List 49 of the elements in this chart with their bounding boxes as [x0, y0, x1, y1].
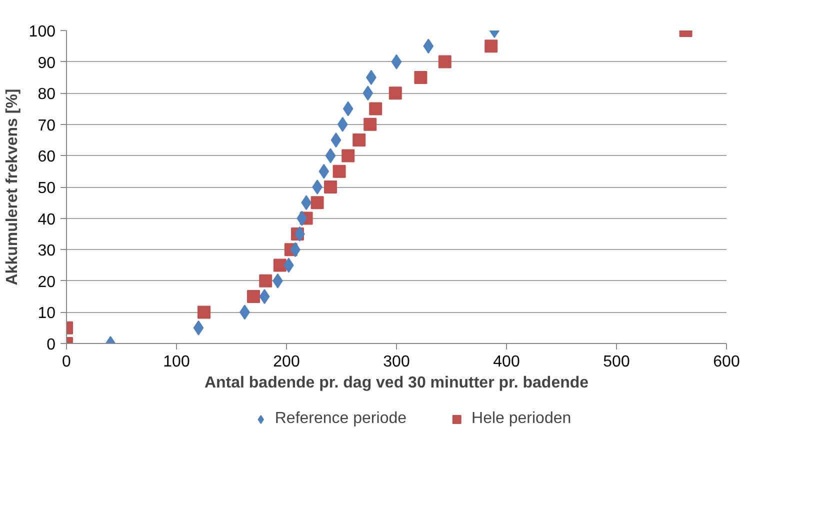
y-tick-label: 100 — [28, 24, 56, 40]
point — [337, 116, 348, 132]
point — [388, 86, 402, 100]
x-tick-label: 500 — [603, 354, 630, 370]
y-tick-label: 90 — [38, 54, 56, 72]
x-tick-label: 300 — [383, 354, 410, 370]
point — [438, 55, 452, 68]
point — [296, 210, 308, 226]
y-tick-label: 0 — [46, 336, 56, 354]
x-tick-label: 600 — [713, 354, 740, 370]
point — [423, 38, 434, 54]
point — [364, 118, 377, 131]
point — [193, 320, 204, 336]
y-tick-label: 80 — [38, 86, 56, 104]
point — [247, 290, 260, 304]
y-tick-label: 40 — [38, 211, 56, 228]
point — [198, 306, 210, 319]
y-tick-label: 50 — [38, 180, 56, 197]
y-tick-label: 60 — [38, 148, 56, 166]
x-tick-label: 400 — [493, 354, 520, 370]
point — [484, 40, 498, 53]
y-axis-title: Akkumuleret frekvens [%] — [4, 88, 21, 286]
y-tick-label: 10 — [38, 305, 56, 322]
point — [324, 180, 337, 194]
point — [273, 258, 286, 272]
y-tick-label: 30 — [38, 242, 56, 260]
point — [414, 70, 428, 84]
point — [332, 164, 346, 178]
x-tick-label: 0 — [62, 354, 72, 370]
y-tick-label: 70 — [38, 117, 56, 134]
point — [259, 289, 270, 304]
point — [318, 164, 330, 179]
point — [352, 134, 366, 147]
point — [391, 54, 402, 70]
x-tick-label: 200 — [273, 354, 300, 370]
x-axis-title: Antal badende pr. dag ved 30 minutter pr. badende — [204, 374, 589, 392]
legend-label: Hele perioden — [472, 410, 572, 428]
legend-label: Reference periode — [274, 410, 407, 428]
point — [342, 101, 354, 116]
point — [310, 196, 324, 210]
point — [312, 180, 322, 194]
point — [369, 102, 382, 116]
x-tick-label: 100 — [163, 354, 190, 370]
y-tick-label: 20 — [38, 274, 56, 291]
point — [325, 148, 336, 164]
point — [259, 274, 272, 288]
point — [342, 149, 355, 162]
point — [330, 132, 342, 148]
point — [362, 86, 374, 101]
